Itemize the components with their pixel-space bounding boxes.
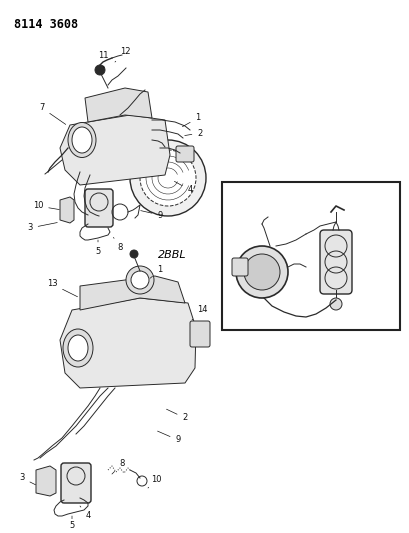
Text: 12: 12 (115, 47, 130, 62)
FancyBboxPatch shape (175, 146, 193, 162)
Text: 6: 6 (283, 306, 291, 319)
Text: 2: 2 (166, 409, 187, 423)
Text: 4: 4 (174, 181, 192, 195)
Polygon shape (60, 115, 170, 185)
Text: 13: 13 (47, 279, 77, 297)
Ellipse shape (68, 123, 96, 157)
Text: 8: 8 (112, 459, 124, 474)
FancyBboxPatch shape (85, 189, 113, 227)
Text: 5: 5 (348, 244, 362, 255)
Circle shape (126, 266, 154, 294)
Circle shape (236, 246, 287, 298)
Text: 1: 1 (182, 114, 200, 127)
Text: 14: 14 (191, 305, 207, 320)
Text: 9: 9 (140, 211, 162, 220)
Circle shape (130, 140, 205, 216)
Text: 9: 9 (251, 204, 260, 220)
Polygon shape (80, 276, 184, 310)
Text: 3: 3 (27, 223, 57, 232)
Text: 7: 7 (39, 103, 65, 124)
Text: 4: 4 (80, 506, 90, 521)
Text: 10: 10 (228, 244, 245, 256)
Text: 5: 5 (95, 240, 100, 256)
Ellipse shape (72, 127, 92, 153)
Text: 4: 4 (342, 206, 358, 219)
Polygon shape (60, 298, 196, 388)
Text: 1: 1 (150, 265, 162, 278)
Circle shape (130, 250, 138, 258)
Polygon shape (85, 88, 152, 122)
Text: 8: 8 (113, 237, 122, 253)
Text: 5: 5 (69, 516, 74, 530)
Text: 8114 3608: 8114 3608 (14, 18, 78, 31)
Text: 3: 3 (19, 473, 36, 484)
Polygon shape (36, 466, 56, 496)
Circle shape (243, 254, 279, 290)
Polygon shape (60, 197, 74, 223)
Circle shape (139, 150, 196, 206)
Ellipse shape (63, 329, 93, 367)
FancyBboxPatch shape (189, 321, 209, 347)
Ellipse shape (68, 335, 88, 361)
Circle shape (95, 65, 105, 75)
Circle shape (329, 298, 341, 310)
Bar (221, 182, 399, 330)
Text: 4: 4 (352, 286, 370, 295)
FancyBboxPatch shape (61, 463, 91, 503)
Circle shape (131, 271, 148, 289)
Text: 10: 10 (148, 475, 161, 488)
Text: 11: 11 (97, 52, 108, 68)
Text: 8: 8 (352, 263, 372, 272)
Text: 2BBL: 2BBL (157, 250, 186, 260)
Text: 2: 2 (184, 128, 202, 138)
FancyBboxPatch shape (319, 230, 351, 294)
Text: 9: 9 (157, 431, 180, 445)
FancyBboxPatch shape (231, 258, 247, 276)
Text: 10: 10 (33, 201, 59, 211)
